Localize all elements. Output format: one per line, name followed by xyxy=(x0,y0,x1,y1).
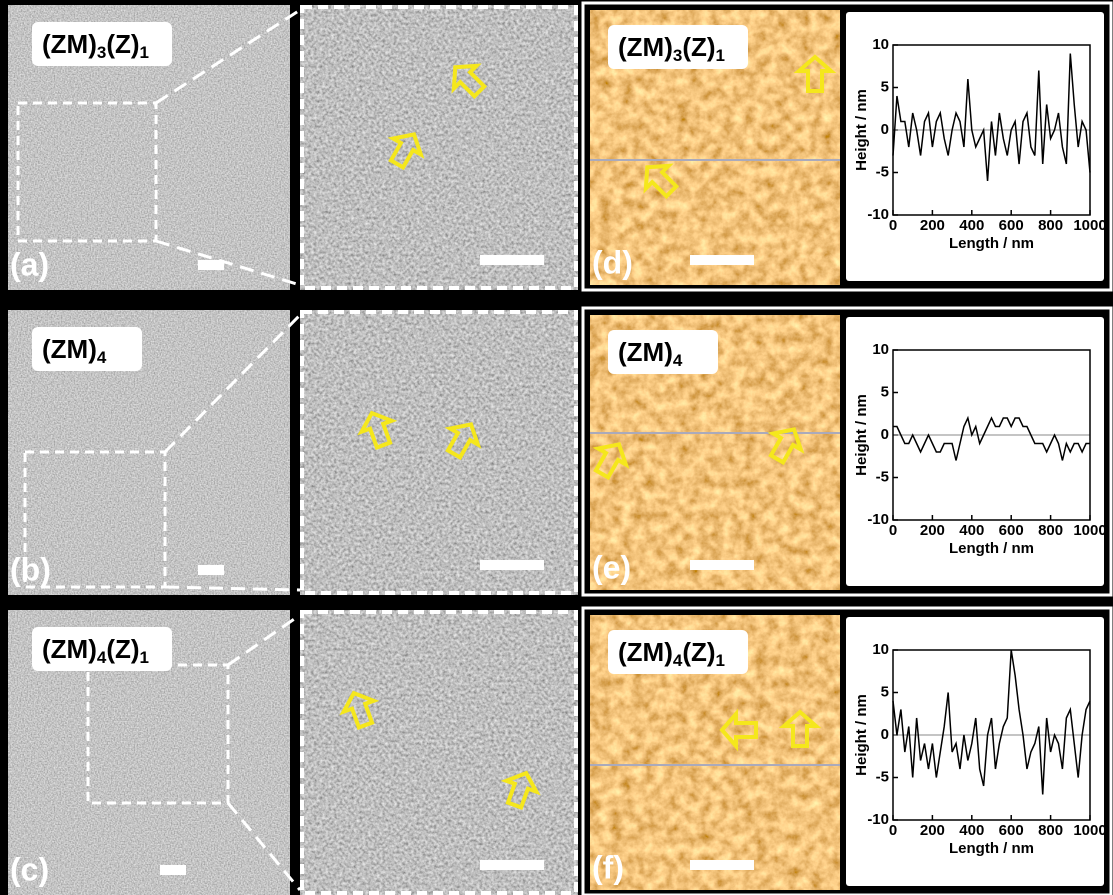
y-tick-label: -5 xyxy=(876,163,889,180)
x-axis-label: Length / nm xyxy=(949,235,1034,252)
x-axis-label: Length / nm xyxy=(949,540,1034,557)
scale-bar xyxy=(160,865,186,875)
sample-label: (ZM)3(Z)1 xyxy=(42,29,149,63)
y-axis-label: Height / nm xyxy=(853,394,870,476)
sample-label-part: 1 xyxy=(716,46,725,65)
panel-label: (a) xyxy=(10,246,49,282)
x-tick-label: 800 xyxy=(1038,217,1063,234)
page: (ZM)3(Z)1(a)(ZM)3(Z)1(d)-10-505100200400… xyxy=(0,0,1113,895)
sample-label-part: 4 xyxy=(97,348,107,367)
panel-label: (b) xyxy=(10,551,51,587)
x-axis-label: Length / nm xyxy=(949,840,1034,857)
scale-bar xyxy=(198,565,224,575)
sample-label-part: (Z) xyxy=(106,634,139,664)
x-tick-label: 400 xyxy=(959,522,984,539)
sample-label-part: (ZM) xyxy=(42,634,97,664)
x-tick-label: 600 xyxy=(999,217,1024,234)
sem-zoom-image xyxy=(300,310,578,595)
scale-bar xyxy=(690,860,754,870)
y-tick-label: -10 xyxy=(867,811,889,828)
sample-label-part: (ZM) xyxy=(42,334,97,364)
sample-label: (ZM)4(Z)1 xyxy=(618,637,725,671)
y-tick-label: -5 xyxy=(876,768,889,785)
y-tick-label: -10 xyxy=(867,511,889,528)
x-tick-label: 600 xyxy=(999,822,1024,839)
sample-label-part: (ZM) xyxy=(42,29,97,59)
x-tick-label: 0 xyxy=(889,217,897,234)
scale-bar xyxy=(690,560,754,570)
y-tick-label: -10 xyxy=(867,206,889,223)
sample-label-part: 1 xyxy=(716,651,725,670)
sample-label: (ZM)4(Z)1 xyxy=(42,634,149,668)
scale-bar xyxy=(198,260,224,270)
panel-label: (e) xyxy=(592,549,631,585)
scale-bar xyxy=(480,860,544,870)
sample-label-part: (Z) xyxy=(682,637,715,667)
y-tick-label: -5 xyxy=(876,468,889,485)
x-tick-label: 600 xyxy=(999,522,1024,539)
sem-zoom-image xyxy=(300,5,578,290)
x-tick-label: 400 xyxy=(959,822,984,839)
scale-bar xyxy=(480,255,544,265)
x-tick-label: 1000 xyxy=(1073,522,1106,539)
y-tick-label: 5 xyxy=(881,383,889,400)
x-tick-label: 1000 xyxy=(1073,822,1106,839)
x-tick-label: 1000 xyxy=(1073,217,1106,234)
y-tick-label: 0 xyxy=(881,121,889,138)
scale-bar xyxy=(480,560,544,570)
sample-label-part: (ZM) xyxy=(618,637,673,667)
y-tick-label: 5 xyxy=(881,683,889,700)
y-tick-label: 10 xyxy=(872,641,889,658)
y-tick-label: 0 xyxy=(881,726,889,743)
x-tick-label: 200 xyxy=(920,217,945,234)
panel-label: (d) xyxy=(592,244,633,280)
y-axis-label: Height / nm xyxy=(853,89,870,171)
sample-label-part: 1 xyxy=(140,43,149,62)
y-tick-label: 0 xyxy=(881,426,889,443)
x-tick-label: 0 xyxy=(889,822,897,839)
sample-label-part: 3 xyxy=(97,43,106,62)
sample-label-part: (ZM) xyxy=(618,337,673,367)
y-tick-label: 5 xyxy=(881,78,889,95)
x-tick-label: 400 xyxy=(959,217,984,234)
sem-zoom-image xyxy=(300,610,578,895)
sample-label: (ZM)3(Z)1 xyxy=(618,32,725,66)
sample-label-part: (Z) xyxy=(682,32,715,62)
x-tick-label: 200 xyxy=(920,522,945,539)
x-tick-label: 800 xyxy=(1038,522,1063,539)
y-axis-label: Height / nm xyxy=(853,694,870,776)
sample-label-part: 3 xyxy=(673,46,682,65)
sample-label-part: (ZM) xyxy=(618,32,673,62)
x-tick-label: 0 xyxy=(889,522,897,539)
sample-label-part: 4 xyxy=(673,351,683,370)
sample-label-part: (Z) xyxy=(106,29,139,59)
x-tick-label: 200 xyxy=(920,822,945,839)
sample-label-part: 1 xyxy=(140,648,149,667)
panel-label: (c) xyxy=(10,851,49,887)
y-tick-label: 10 xyxy=(872,341,889,358)
scale-bar xyxy=(690,255,754,265)
panel-label: (f) xyxy=(592,849,624,885)
x-tick-label: 800 xyxy=(1038,822,1063,839)
figure: (ZM)3(Z)1(a)(ZM)3(Z)1(d)-10-505100200400… xyxy=(0,0,1113,895)
y-tick-label: 10 xyxy=(872,36,889,53)
